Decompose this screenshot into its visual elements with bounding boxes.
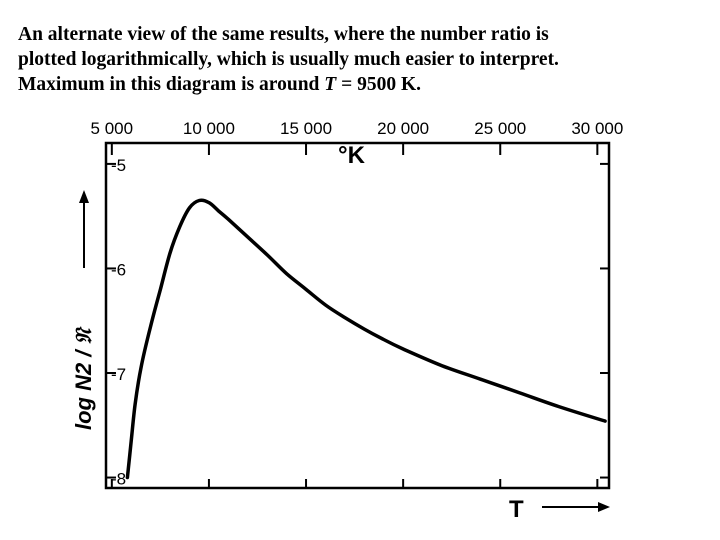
caption-line-1: An alternate view of the same results, w… xyxy=(18,24,549,45)
caption-line-2: plotted logarithmically, which is usuall… xyxy=(18,49,559,70)
caption-line-3: Maximum in this diagram is around T = 95… xyxy=(18,72,708,97)
y-tick-label: -6 xyxy=(111,260,126,279)
y-tick-label: -7 xyxy=(111,365,126,384)
y-axis-arrow xyxy=(79,190,89,268)
figure-caption: An alternate view of the same results, w… xyxy=(18,22,708,97)
x-tick-label: 20 000 xyxy=(377,119,429,138)
x-tick-label: 10 000 xyxy=(183,119,235,138)
caption-line-3-end: = 9500 K. xyxy=(336,74,421,95)
x-tick-label: 25 000 xyxy=(474,119,526,138)
unit-label: °K xyxy=(338,142,366,169)
caption-line-3-start: Maximum in this diagram is around xyxy=(18,74,325,95)
x-axis-label: T xyxy=(509,496,524,523)
y-tick-label: -8 xyxy=(111,470,126,489)
y-tick-label: -5 xyxy=(111,156,126,175)
x-axis-arrow xyxy=(542,502,610,512)
x-axis-ticks: 5 000 10 000 15 000 20 000 25 000 30 000 xyxy=(91,119,623,488)
y-axis-ticks: -5 -6 -7 -8 xyxy=(106,156,609,489)
x-tick-label: 15 000 xyxy=(280,119,332,138)
caption-variable-t: T xyxy=(324,74,337,95)
y-axis-label: log N2 / 𝔑 xyxy=(71,325,96,430)
x-tick-label: 30 000 xyxy=(571,119,623,138)
x-tick-label: 5 000 xyxy=(91,119,134,138)
plot-frame xyxy=(104,141,611,490)
series-line xyxy=(125,198,607,480)
